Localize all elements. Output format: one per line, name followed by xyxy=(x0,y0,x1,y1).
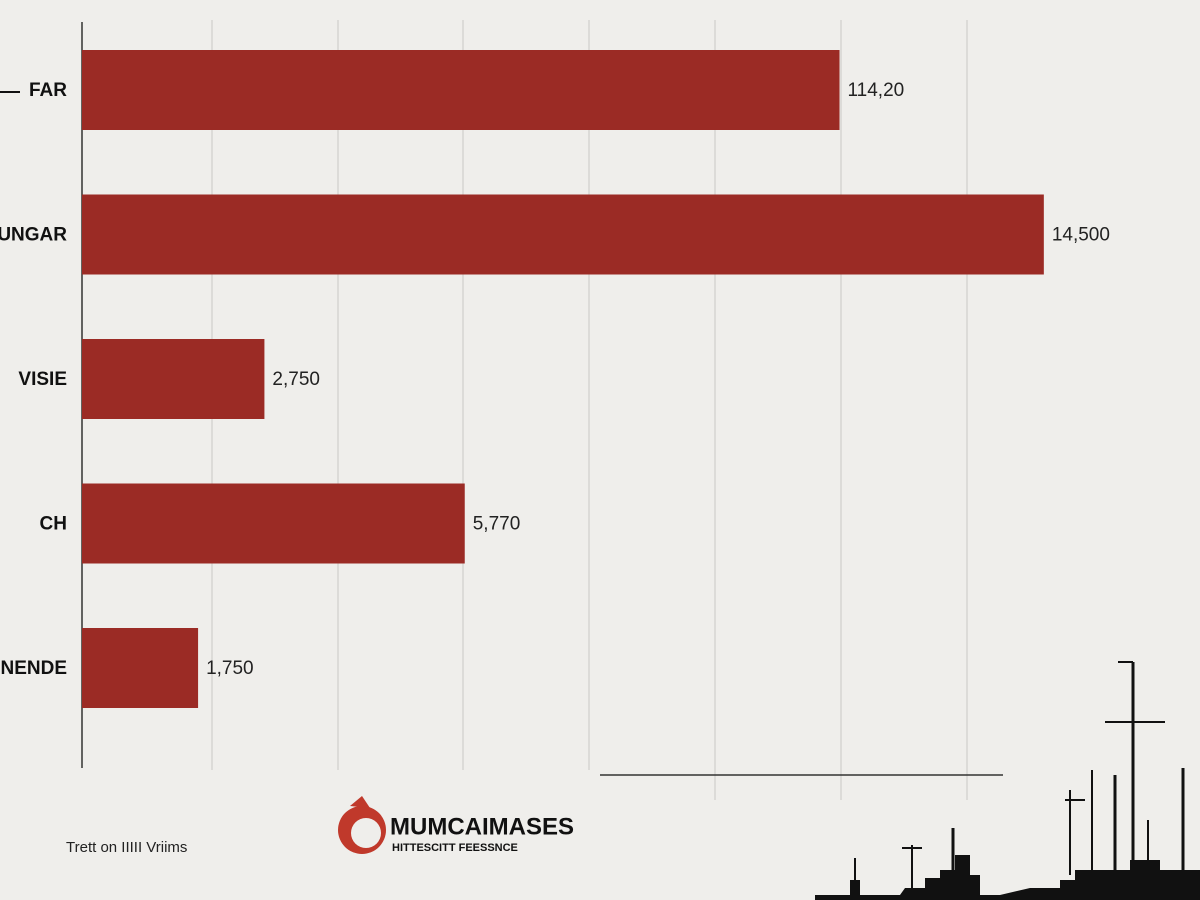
category-label: FAR xyxy=(29,80,67,101)
bar xyxy=(82,50,840,130)
skyline xyxy=(815,661,1200,900)
category-label: NENDE xyxy=(0,658,67,679)
logo: MUMCAIMASES HITTESCITT FEESSNCE xyxy=(338,796,574,854)
bar xyxy=(82,483,465,564)
category-label: UNGAR xyxy=(0,225,67,246)
value-label: 14,500 xyxy=(1052,225,1110,246)
logo-title: MUMCAIMASES xyxy=(390,813,574,840)
bar xyxy=(82,628,199,708)
value-label: 5,770 xyxy=(473,514,521,535)
footnote: Trett on IIIII Vriims xyxy=(66,839,187,856)
category-label: CH xyxy=(40,514,67,535)
bar xyxy=(82,339,265,419)
grid xyxy=(211,20,968,800)
value-label: 2,750 xyxy=(272,369,320,390)
logo-mark-inner xyxy=(351,818,381,848)
bars: FAR 114,20 UNGAR 14,500 VISIE 2,750 CH 5,770 NEN… xyxy=(0,50,1110,708)
skyline-silhouette xyxy=(815,855,1200,900)
bar xyxy=(82,194,1044,275)
value-label: 1,750 xyxy=(206,658,254,679)
category-label: VISIE xyxy=(18,369,67,390)
value-label: 114,20 xyxy=(848,80,905,101)
logo-subtitle: HITTESCITT FEESSNCE xyxy=(392,842,518,854)
logo-flame xyxy=(350,796,370,808)
